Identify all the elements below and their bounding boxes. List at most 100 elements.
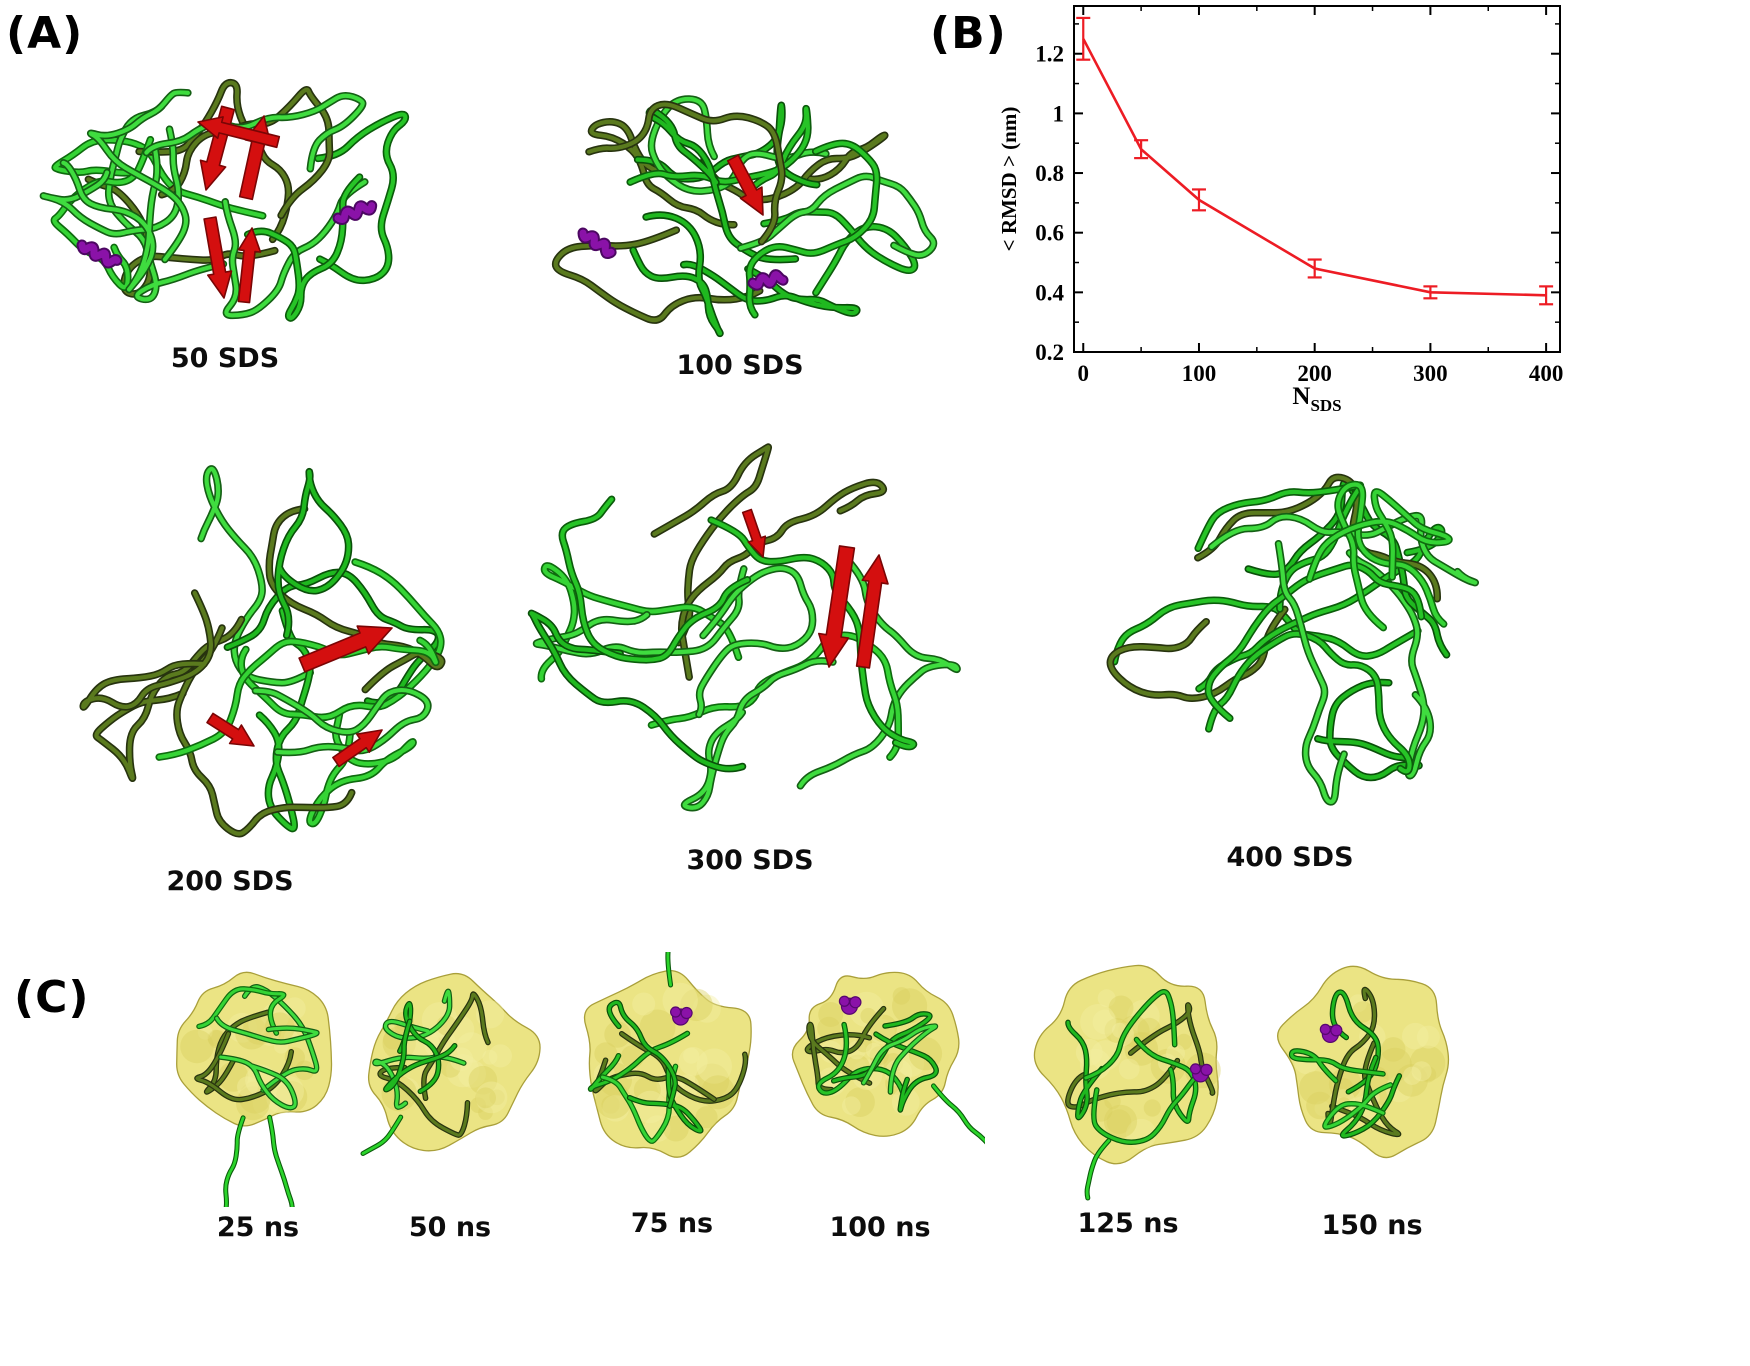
protein-structure-200sds [79, 465, 446, 838]
micelle-surface-bump [482, 1049, 498, 1065]
peptide-tail [1085, 1139, 1111, 1200]
micelle-frame-100ns [791, 971, 985, 1145]
micelle-surface-bump [456, 1032, 487, 1063]
backbone-strand [807, 1022, 872, 1092]
micelle-surface-bump [458, 1059, 486, 1088]
x-axis-label: NSDS [1292, 383, 1341, 412]
y-tick-label: 0.6 [1035, 221, 1064, 246]
backbone-strand [647, 108, 798, 262]
x-tick-label: 300 [1413, 361, 1448, 386]
micelle-surface-bump [1108, 995, 1134, 1021]
backbone-strand [215, 1016, 319, 1044]
backbone-strand [157, 638, 438, 760]
x-tick-label: 0 [1078, 361, 1090, 386]
backbone-strand [137, 80, 291, 242]
backbone-strand [679, 480, 886, 680]
backbone-strand [1307, 489, 1452, 582]
backbone-strand [144, 93, 365, 171]
backbone-strand [1323, 1083, 1392, 1129]
backbone-strand [798, 557, 960, 788]
micelle-surface-bump [1349, 994, 1367, 1013]
micelle-surface-bump [1097, 989, 1116, 1008]
peptide-tail [932, 1084, 985, 1143]
helix-patch [849, 996, 862, 1009]
backbone-strand [586, 102, 784, 244]
micelle-surface-bump [1118, 1015, 1150, 1048]
micelle-surface-bump [1395, 1064, 1428, 1097]
micelle-surface-bump [1106, 1109, 1132, 1135]
micelle-surface-bump [842, 1096, 861, 1115]
micelle-surface-bump [594, 1042, 618, 1065]
peptide-tail [224, 1116, 245, 1207]
x-tick-label: 400 [1529, 361, 1564, 386]
structure-label-400sds: 400 SDS [1226, 842, 1354, 873]
backbone-strand [1084, 990, 1177, 1080]
peptide-tail [931, 1083, 985, 1145]
helix-patch [1200, 1063, 1213, 1076]
backbone-strand [307, 711, 416, 826]
beta-sheet-arrow [203, 216, 233, 299]
protein-structure-300sds [527, 443, 961, 812]
backbone-strand [805, 1007, 886, 1055]
backbone-strand [738, 174, 936, 258]
micelle-surface-bump [475, 1081, 508, 1114]
panel-b-label: (B) [930, 8, 1007, 59]
backbone-strand [197, 987, 286, 1035]
rmsd-vs-nsds-chart: 0 100 200 300 400 0.2 0.4 0.6 0.8 1 1.2 NSDS < RMSD … [1000, 5, 1564, 412]
backbone-strand [696, 566, 815, 717]
micelle-surface-bump [1143, 1099, 1161, 1117]
backbone-strand [1108, 607, 1287, 701]
backbone-strand [589, 119, 736, 227]
backbone-strand [681, 262, 859, 316]
micelle-surface-bump [602, 1094, 630, 1122]
helix-patch [670, 1006, 682, 1018]
beta-sheet-arrow [298, 625, 393, 673]
alpha-helix [749, 271, 787, 289]
micelle-surface-bump [478, 1105, 493, 1120]
backbone-strand [1066, 1059, 1179, 1109]
micelle-surface-bump [468, 1065, 498, 1095]
backbone-strand [652, 444, 771, 645]
micelle-surface-bump [845, 1087, 875, 1117]
panel-a-label: (A) [6, 8, 84, 59]
backbone-strand [607, 1000, 677, 1108]
micelle-surface-bump [678, 1047, 708, 1076]
helix-patch [838, 995, 851, 1007]
alpha-helix [579, 229, 615, 257]
y-axis-label: < RMSD > (nm) [1000, 107, 1021, 252]
micelle-surface-bump [818, 1002, 844, 1027]
beta-sheet-arrow [817, 545, 856, 668]
backbone-strand [747, 141, 879, 317]
backbone-strand [628, 106, 810, 188]
backbone-strand [560, 497, 750, 662]
peptide-tail [361, 1115, 403, 1155]
backbone-strand [81, 590, 213, 710]
backbone-strand [174, 625, 354, 836]
micelle-surface-bump [1377, 1047, 1412, 1082]
beta-sheet-arrow [741, 508, 767, 558]
micelle-surface-bump [449, 1047, 474, 1071]
backbone-strand [593, 1058, 716, 1101]
micelle-surface [1277, 965, 1450, 1159]
helix-patch [1330, 1024, 1343, 1037]
backbone-strand [384, 1019, 457, 1092]
beta-sheet-arrow [332, 729, 383, 768]
panel-c-label: (C) [14, 972, 90, 1023]
beta-sheet-arrow [197, 116, 281, 149]
helix-patch [1319, 1023, 1331, 1035]
micelle-surface-bump [1409, 1045, 1446, 1082]
x-tick-label: 200 [1297, 361, 1332, 386]
backbone-strand [219, 1055, 297, 1110]
micelle-frame-25ns [176, 971, 333, 1207]
micelle-frame-150ns [1277, 965, 1450, 1159]
micelle-surface-bump [1416, 1025, 1440, 1049]
backbone-strand [88, 90, 190, 262]
backbone-strand [378, 1065, 470, 1137]
peptide-tail [666, 952, 672, 987]
backbone-strand [1112, 598, 1420, 664]
micelle-surface-bump [1118, 1058, 1140, 1080]
x-tick-label: 100 [1182, 361, 1217, 386]
micelle-surface-bump [633, 1076, 661, 1104]
micelle-surface-bump [692, 994, 721, 1023]
